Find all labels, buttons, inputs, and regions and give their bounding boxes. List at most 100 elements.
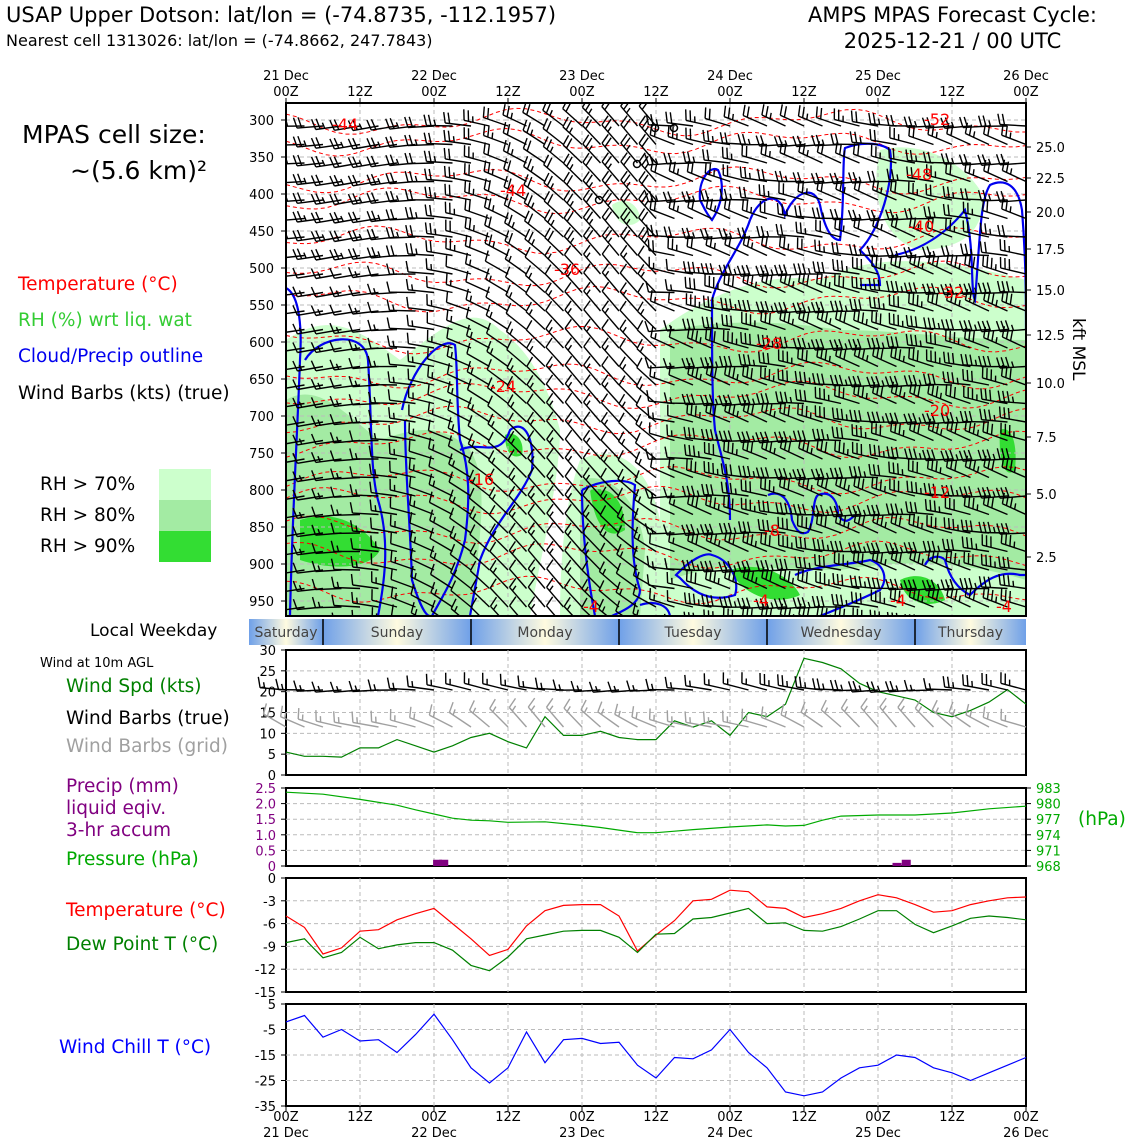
wind-barb-92-flag0 [443,147,446,159]
wind-barb-863 [292,507,324,519]
wind-barb-951 [409,529,435,553]
wind-barb-831-flag0 [468,469,475,481]
wind-barb-748 [447,435,472,460]
wind-barb-42-flag1 [280,134,283,145]
wind-barb-324-flag0 [940,245,946,257]
wind-barb-98 [562,135,583,164]
wind-barb-3-flag1 [315,118,321,130]
wind-barb-340 [484,250,509,275]
wind-barb-817-flag0 [964,455,969,467]
wind-barb-767-flag2 [806,441,810,453]
wind-barb-752-flag0 [527,430,535,441]
wind-barb-316 [796,237,823,257]
wind-barb-15-flag0 [542,103,547,111]
wind-barb-8-flag0 [404,116,409,128]
wind-barb-894-flag0 [866,504,872,516]
wind-barb-493-half0 [281,346,283,352]
wind-barb-180-flag0 [563,171,570,182]
wind-barb-282-flag1 [931,218,934,230]
wind-barb-184-flag0 [638,171,646,181]
wind-barb-509 [583,318,602,349]
wind-barb-914-flag0 [488,504,496,516]
wind-barb-904-shaft [297,532,324,538]
wind-barb-729 [851,424,879,442]
wind-barb-608-flag0 [884,376,890,388]
wind-barb-583-flag0 [427,365,430,377]
wind-barb-595-half0 [653,371,656,378]
wind-barb-283-flag1 [949,219,952,231]
wind-barb-251 [347,229,379,242]
wind-barb-972 [795,536,823,553]
wind-barb-670-shaft [526,402,546,423]
wind-barb-824-shaft [333,495,361,498]
wind-barb-50-flag1 [428,132,432,144]
wind-barb-588-flag0 [526,356,534,367]
wind-barb-287-shaft [286,255,287,257]
wind-barb-28-flag1 [783,106,788,118]
kft-label-5: 12.5 [1036,329,1065,344]
wind-barb-716-flag0 [618,412,625,423]
wind-barb-125-flag0 [292,174,298,185]
wind-barb-1071-half0 [356,597,358,604]
wind-barb-815-half0 [939,467,942,474]
wind-barb-1061-half0 [936,583,941,590]
wind-barb-935-flag0 [872,511,876,523]
wind-barb-677-half0 [652,412,654,419]
wind-barb-66-flag1 [724,132,728,144]
wind-barb-351-flag2 [691,261,696,273]
wind-barb-213-half0 [415,212,418,219]
wind-barb-599-half0 [736,373,739,381]
wind-barb-600-flag2 [750,368,753,380]
wind-barb-652-flag0 [945,384,948,396]
wind-barb-502-flag0 [446,327,450,339]
wind-barb-647-half0 [865,392,868,400]
wind-barb-559-flag1 [742,354,747,366]
wind-barb-59-half0 [607,126,612,133]
wind-barb-294-flag0 [385,245,391,257]
wind-barb-230 [723,197,749,220]
wind-barb-195-half0 [843,186,846,194]
wind-barb-798-shaft [617,459,638,479]
wind-barb-205 [286,218,287,220]
wind-barb-942 [996,522,1026,535]
wind-barb-603-flag0 [794,370,798,382]
wind-barb-482 [835,307,860,331]
wind-barb-174-flag1 [448,184,451,196]
wind-barb-484-flag1 [875,312,878,324]
wind-barb-28-flag0 [779,104,783,116]
wind-barb-702 [348,430,379,442]
wind-barb-856-flag2 [932,483,936,495]
wind-barb-202-shaft [962,198,990,201]
wind-barb-251-shaft [352,236,379,242]
wind-barb-699-shaft [297,439,324,446]
wind-barb-203-flag1 [982,189,987,201]
wind-barb-908-flag0 [369,517,373,529]
wind-barb-650-flag0 [909,381,913,393]
wind-barb-719-flag0 [666,424,669,436]
wind-barb-634-shaft [618,384,638,404]
wind-barb-40-flag0 [997,113,1001,125]
wind-barb-573-half0 [1011,361,1015,368]
wind-barb-4-flag0 [329,119,336,131]
wind-barb-917-half0 [549,511,554,517]
wind-barb-740-flag0 [292,452,299,464]
wind-barb-1074 [410,583,435,608]
wind-barb-703-half0 [373,432,377,440]
wind-barb-258 [484,214,509,238]
wind-barb-342 [524,246,546,275]
wind-barb-60-flag0 [620,115,628,126]
wind-barb-98-flag1 [565,138,573,149]
wind-barb-934-flag1 [857,512,862,525]
wind-barb-94-flag1 [487,144,491,156]
wind-barb-1014-flag2 [822,555,825,567]
pressure-label: Pressure (hPa) [66,849,199,870]
wind-barb-1044 [615,562,638,590]
wind-barb-331 [310,268,342,280]
wind-barb-689-flag1 [871,411,876,423]
wind-barb-135-flag1 [487,162,491,174]
wind-barb-359-flag0 [832,259,835,271]
wind-barb-828-flag0 [408,476,412,488]
wind-barb-906-flag0 [330,522,335,534]
wind-barb-69-half0 [784,140,788,147]
wind-barb-955-flag0 [489,523,496,534]
